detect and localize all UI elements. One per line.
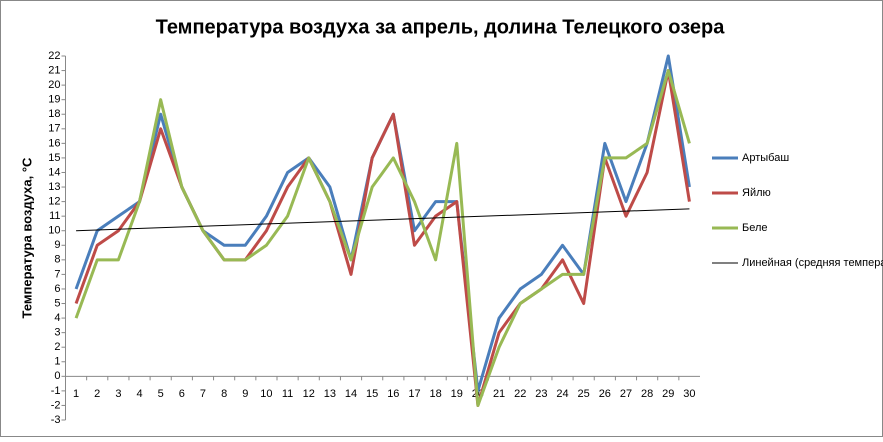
- legend-label: Беле: [742, 222, 768, 234]
- y-tick-label: 2: [54, 341, 60, 353]
- x-tick-label: 7: [200, 388, 206, 400]
- y-tick-label: -3: [51, 414, 61, 426]
- x-tick-label: 15: [366, 388, 378, 400]
- y-tick-label: 7: [54, 268, 60, 280]
- x-tick-label: 6: [179, 388, 185, 400]
- legend-label: Артыбаш: [742, 152, 789, 164]
- x-tick-label: 26: [599, 388, 611, 400]
- y-tick-label: 20: [48, 79, 60, 91]
- x-tick-label: 21: [493, 388, 505, 400]
- x-tick-label: 1: [73, 388, 79, 400]
- x-tick-label: 11: [282, 388, 293, 400]
- y-tick-label: 19: [48, 94, 60, 106]
- x-tick-label: 19: [451, 388, 463, 400]
- legend-label: Яйлю: [742, 187, 771, 199]
- x-tick-label: 28: [641, 388, 653, 400]
- x-tick-label: 9: [242, 388, 248, 400]
- x-tick-label: 8: [221, 388, 227, 400]
- x-tick-label: 10: [260, 388, 272, 400]
- y-tick-label: -2: [51, 399, 61, 411]
- y-tick-label: 18: [48, 108, 60, 120]
- x-tick-label: 3: [115, 388, 121, 400]
- y-tick-label: 13: [48, 181, 60, 193]
- y-tick-label: 5: [54, 297, 60, 309]
- y-tick-label: 11: [49, 210, 60, 222]
- x-tick-label: 29: [662, 388, 674, 400]
- y-tick-label: 12: [48, 196, 60, 208]
- y-tick-label: 4: [54, 312, 60, 324]
- y-tick-label: 22: [48, 50, 60, 62]
- x-tick-label: 13: [324, 388, 336, 400]
- trendline: [76, 208, 690, 232]
- x-tick-label: 4: [136, 388, 142, 400]
- y-tick-label: 15: [48, 152, 60, 164]
- x-tick-label: 25: [578, 388, 590, 400]
- x-tick-label: 18: [430, 388, 442, 400]
- x-tick-label: 30: [683, 388, 695, 400]
- y-tick-label: 8: [54, 254, 60, 266]
- legend-label: Линейная (средняя температура): [742, 257, 883, 269]
- x-tick-label: 2: [94, 388, 100, 400]
- chart-title: Температура воздуха за апрель, долина Те…: [156, 16, 726, 38]
- x-tick-label: 5: [158, 388, 164, 400]
- line-series: [74, 69, 691, 407]
- y-axis-label: Температура воздуха, °С: [19, 157, 34, 318]
- y-tick-label: 21: [48, 64, 60, 76]
- y-tick-label: 0: [54, 370, 60, 382]
- y-tick-label: 17: [48, 123, 60, 135]
- x-tick-label: 16: [387, 388, 399, 400]
- y-tick-label: 10: [48, 225, 60, 237]
- x-tick-label: 12: [303, 388, 315, 400]
- x-tick-label: 14: [345, 388, 357, 400]
- y-tick-label: 3: [54, 327, 60, 339]
- y-tick-label: 1: [54, 356, 60, 368]
- x-tick-label: 23: [535, 388, 547, 400]
- y-tick-label: -1: [51, 385, 61, 397]
- y-tick-label: 14: [48, 166, 60, 178]
- y-tick-label: 9: [54, 239, 60, 251]
- x-tick-label: 27: [620, 388, 632, 400]
- x-tick-label: 22: [514, 388, 526, 400]
- x-tick-label: 24: [556, 388, 568, 400]
- x-tick-label: 17: [408, 388, 420, 400]
- y-tick-label: 6: [54, 283, 60, 295]
- y-tick-label: 16: [48, 137, 60, 149]
